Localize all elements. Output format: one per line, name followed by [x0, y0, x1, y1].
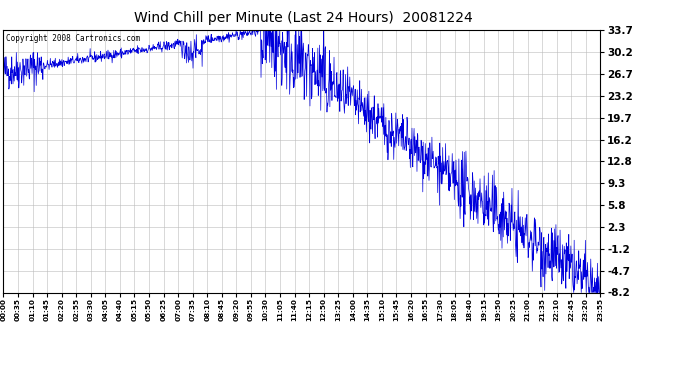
Text: Copyright 2008 Cartronics.com: Copyright 2008 Cartronics.com: [6, 34, 141, 43]
Text: Wind Chill per Minute (Last 24 Hours)  20081224: Wind Chill per Minute (Last 24 Hours) 20…: [135, 11, 473, 25]
